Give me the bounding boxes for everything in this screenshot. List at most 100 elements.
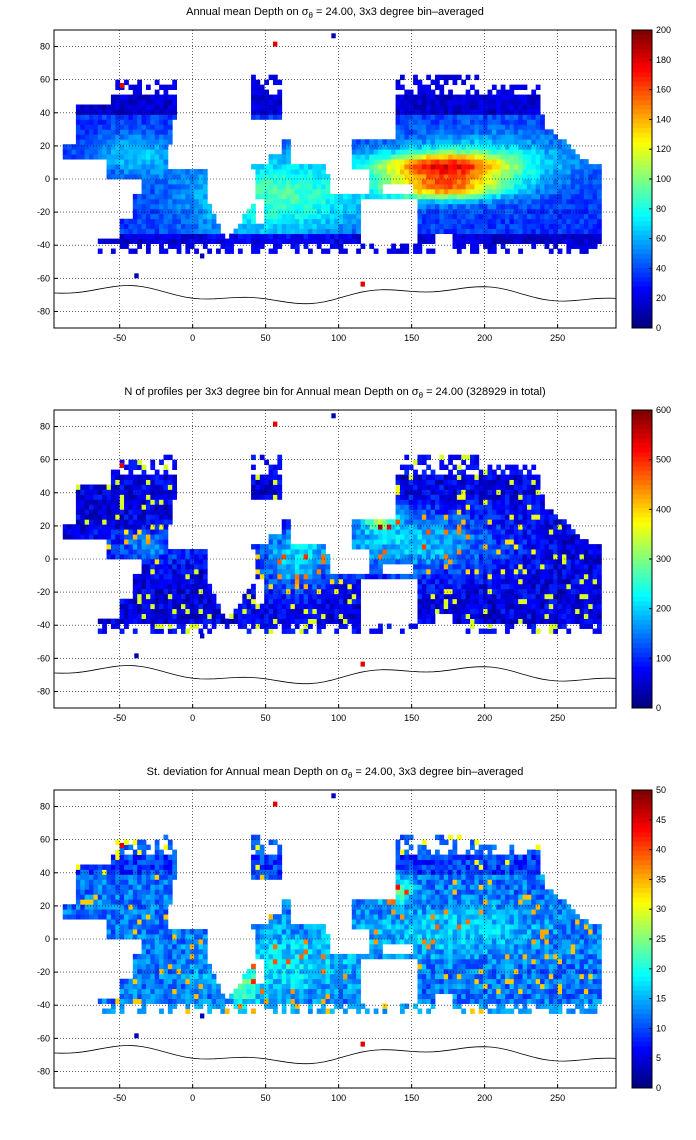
heat-cell	[294, 554, 300, 560]
heat-cell	[540, 544, 545, 550]
heat-cell	[417, 514, 423, 520]
heat-cell	[461, 183, 467, 190]
heat-cell	[548, 169, 554, 175]
heat-cell	[395, 159, 401, 165]
heat-cell	[496, 509, 502, 515]
heat-cell	[496, 534, 502, 540]
heat-cell	[540, 134, 545, 140]
heat-cell	[434, 573, 440, 580]
heat-cell	[299, 568, 305, 575]
heat-cell	[465, 183, 471, 190]
heat-cell	[443, 134, 449, 140]
heat-cell	[272, 228, 278, 235]
heat-cell	[500, 509, 506, 515]
heat-cell	[430, 208, 436, 215]
heat-cell	[548, 539, 554, 545]
heat-cell	[259, 169, 265, 175]
heat-cell	[496, 149, 502, 155]
heat-cell	[465, 99, 471, 105]
heat-cell	[281, 554, 287, 560]
heat-cell	[264, 223, 269, 230]
grid	[54, 30, 616, 328]
heat-cell	[487, 489, 493, 495]
heat-cell	[207, 603, 213, 610]
heat-cell	[141, 613, 147, 619]
heat-cell	[141, 554, 147, 560]
heat-cell	[176, 179, 182, 185]
heat-cell	[343, 238, 348, 244]
heat-cell	[286, 598, 291, 605]
heat-cell	[290, 233, 296, 239]
heat-cell	[145, 159, 151, 165]
heat-cell	[413, 559, 418, 565]
heat-cell	[575, 179, 580, 185]
heat-cell	[456, 603, 462, 610]
heat-cell	[194, 559, 199, 565]
heat-cell	[583, 174, 589, 180]
heat-cell	[110, 174, 116, 180]
heat-cell	[461, 608, 467, 615]
heat-cell	[176, 568, 182, 575]
heat-cell	[421, 129, 427, 135]
heat-cell	[378, 544, 383, 550]
heat-cell	[417, 124, 423, 130]
heat-cell	[141, 134, 147, 140]
heat-cell	[251, 79, 256, 86]
heat-cell	[124, 94, 129, 100]
heat-cell	[452, 238, 458, 244]
heat-cell	[588, 203, 594, 210]
heat-cell	[378, 179, 383, 185]
heat-cell	[198, 183, 204, 190]
heat-cell	[426, 238, 432, 244]
heat-cell	[553, 144, 559, 150]
heat-cell	[93, 514, 99, 520]
heat-cell	[154, 109, 160, 115]
heat-cell	[430, 479, 436, 485]
heat-cell	[583, 208, 589, 215]
heat-cell	[509, 114, 515, 120]
heat-cell	[281, 149, 287, 155]
heat-cell	[553, 179, 559, 185]
heat-cell	[399, 248, 405, 254]
heat-cell	[592, 198, 598, 205]
heat-cell	[163, 469, 169, 475]
heat-cell	[303, 554, 309, 560]
heat-cell	[513, 218, 519, 225]
heat-cell	[500, 114, 506, 120]
heat-cell	[299, 628, 305, 634]
heat-cell	[557, 188, 563, 195]
heat-cell	[286, 183, 291, 190]
heat-cell	[334, 598, 340, 605]
heat-cell	[189, 549, 195, 555]
heat-cell	[163, 164, 169, 170]
heat-cell	[189, 188, 195, 195]
heat-cell	[264, 218, 269, 225]
heat-cell	[408, 534, 414, 540]
heat-cell	[229, 618, 234, 624]
heat-cell	[272, 208, 278, 215]
heat-cell	[141, 524, 147, 530]
heat-cell	[268, 174, 274, 180]
heat-cell	[281, 203, 287, 210]
heat-cell	[426, 119, 432, 125]
heat-cell	[137, 583, 142, 590]
heat-cell	[198, 208, 204, 215]
heat-cell	[198, 598, 204, 605]
heat-cell	[119, 618, 125, 624]
heat-cell	[137, 544, 142, 550]
heat-cell	[251, 164, 256, 170]
heat-cell	[167, 479, 173, 485]
heat-cell	[321, 559, 326, 565]
heat-cell	[540, 509, 545, 515]
heat-cell	[483, 613, 488, 619]
heat-cell	[522, 174, 528, 180]
heat-cell	[452, 514, 458, 520]
heat-cell	[483, 238, 488, 244]
heat-cell	[583, 198, 589, 205]
heat-cell	[312, 583, 318, 590]
heat-cell	[500, 233, 506, 239]
heat-cell	[505, 179, 510, 185]
heat-cell	[364, 149, 370, 155]
heat-cell	[132, 484, 138, 490]
heat-cell	[456, 99, 462, 105]
